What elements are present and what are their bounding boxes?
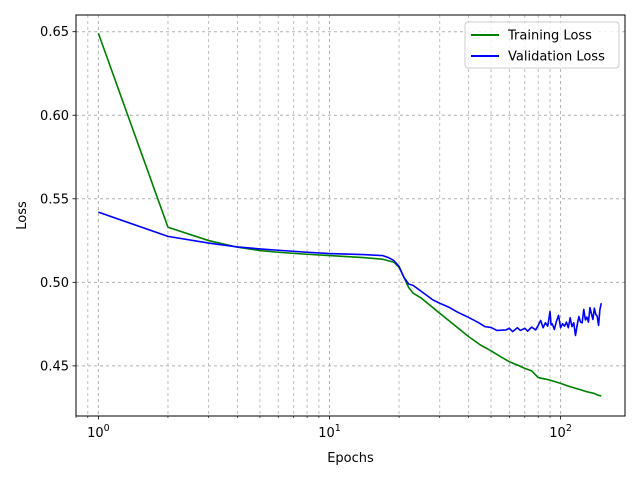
legend-label-training: Training Loss	[507, 29, 592, 44]
legend: Training Loss Validation Loss	[464, 21, 620, 69]
axis-ticks: 0.45 0.50 0.55 0.60 0.65 100 101 102	[40, 25, 572, 441]
y-tick-label: 0.50	[40, 276, 69, 291]
y-axis-label: Loss	[15, 201, 30, 230]
training-loss-line	[97, 33, 602, 397]
legend-label-validation: Validation Loss	[508, 50, 605, 65]
legend-box	[464, 21, 620, 69]
grid	[75, 15, 625, 416]
x-tick-label: 102	[549, 423, 572, 441]
x-axis-label: Epochs	[327, 451, 374, 466]
series-lines	[97, 33, 603, 397]
y-tick-label: 0.55	[40, 192, 69, 207]
validation-loss-line	[98, 211, 603, 337]
y-tick-label: 0.45	[40, 359, 69, 374]
x-tick-label: 100	[87, 423, 110, 441]
plot-frame	[75, 14, 626, 417]
y-tick-label: 0.65	[40, 25, 69, 40]
y-tick-label: 0.60	[40, 109, 69, 124]
x-tick-label: 101	[318, 423, 341, 441]
